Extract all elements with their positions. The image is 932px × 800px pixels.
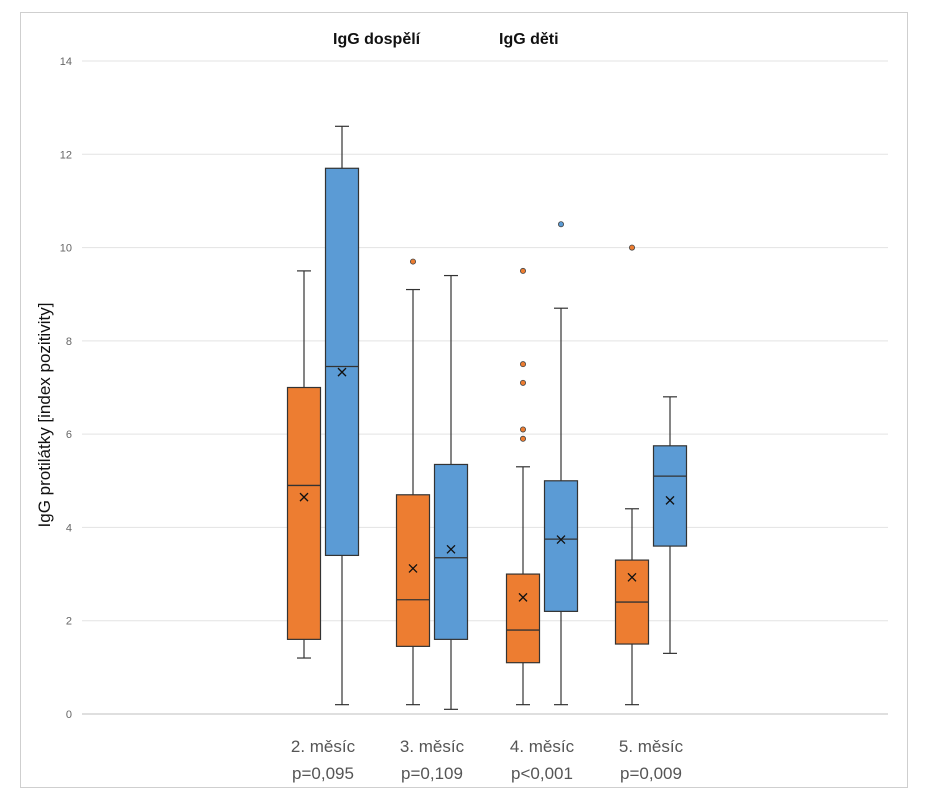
box-body — [652, 445, 688, 547]
outlier-point — [520, 361, 527, 368]
mean-marker — [518, 592, 528, 602]
p-value-label: p=0,095 — [292, 764, 354, 783]
legend-entry: IgG děti — [499, 31, 559, 48]
p-value-label: p<0,001 — [511, 764, 573, 783]
y-tick-label: 6 — [66, 429, 72, 441]
outlier-point — [520, 426, 527, 433]
gridlines — [82, 60, 888, 715]
box-children-4 — [543, 221, 579, 706]
box-adults-5 — [614, 244, 650, 706]
outlier-point — [558, 221, 565, 228]
outlier-point — [520, 435, 527, 442]
outlier-point — [629, 244, 636, 251]
x-axis-labels: 2. měsíc p=0,095 3. měsíc p=0,109 4. měsíc p<… — [291, 737, 684, 783]
box-children-3 — [433, 274, 469, 710]
p-value-label: p=0,109 — [401, 764, 463, 783]
box-adults-3 — [395, 258, 431, 706]
y-tick-label: 10 — [60, 243, 72, 255]
category-label: 2. měsíc — [291, 737, 356, 756]
category-label: 3. měsíc — [400, 737, 465, 756]
box-children-2 — [324, 125, 360, 706]
legend-entry: IgG dospělí — [333, 31, 421, 48]
y-axis-label: IgG protilátky [index pozitivity] — [35, 303, 54, 528]
box-body — [286, 386, 322, 640]
box-body — [505, 573, 541, 664]
y-tick-label: 14 — [60, 56, 72, 68]
mean-marker — [408, 564, 418, 573]
box-body — [543, 480, 579, 612]
y-tick-label: 4 — [66, 522, 72, 534]
legend: IgG dospělí IgG děti — [333, 31, 559, 48]
box-children-5 — [652, 396, 688, 654]
mean-marker — [627, 572, 637, 582]
box-body — [395, 494, 431, 647]
p-value-label: p=0,009 — [620, 764, 682, 783]
mean-marker — [556, 535, 566, 545]
y-tick-label: 8 — [66, 336, 72, 348]
outlier-point — [520, 267, 527, 274]
mean-marker — [446, 544, 456, 554]
chart-frame — [20, 12, 908, 788]
mean-marker — [665, 495, 675, 505]
box-adults-2 — [286, 270, 322, 659]
category-label: 5. měsíc — [619, 737, 684, 756]
outlier-point — [520, 379, 527, 386]
mean-marker — [299, 492, 309, 502]
y-tick-label: 0 — [66, 709, 72, 721]
y-tick-label: 12 — [60, 149, 72, 161]
mean-marker — [337, 367, 347, 377]
outlier-point — [409, 258, 416, 265]
y-axis-ticks: 0 2 4 6 8 10 12 14 — [60, 56, 72, 721]
box-body — [324, 167, 360, 557]
category-label: 4. měsíc — [510, 737, 575, 756]
y-tick-label: 2 — [66, 616, 72, 628]
box-body — [433, 463, 469, 640]
box-series — [286, 125, 688, 710]
box-adults-4 — [505, 267, 541, 706]
